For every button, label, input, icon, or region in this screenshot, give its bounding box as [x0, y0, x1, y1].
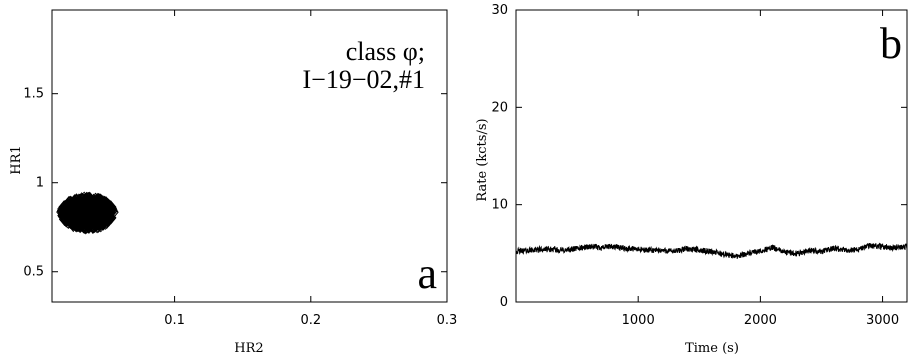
- panel-a-y-ticks: 0.5 1 1.5: [23, 87, 447, 280]
- scatter-point: [65, 205, 77, 219]
- scatter-point: [80, 212, 92, 226]
- scatter-point: [97, 201, 109, 215]
- scatter-point: [89, 216, 101, 230]
- y-tick-label: 0: [500, 295, 508, 310]
- y-tick-label: 0.5: [23, 265, 44, 280]
- panel-a-annotation-line-2: I−19−02,#1: [303, 65, 425, 94]
- panel-a-y-axis-label: HR1: [9, 145, 24, 174]
- scatter-point: [79, 215, 91, 229]
- x-tick-label: 0.1: [164, 313, 185, 328]
- scatter-point: [64, 214, 76, 228]
- panel-a-x-axis-label: HR2: [234, 341, 263, 356]
- scatter-point: [100, 211, 112, 225]
- scatter-point: [69, 199, 81, 213]
- panel-b: 1000 2000 3000 0 10 20 30 Time (s) Rate (kcts…: [475, 3, 908, 356]
- scatter-point: [71, 212, 83, 226]
- panel-a-points: [56, 191, 119, 235]
- scatter-point: [70, 217, 82, 232]
- panel-b-y-axis-label: Rate (kcts/s): [475, 118, 490, 201]
- panel-a-letter: a: [417, 249, 437, 298]
- scatter-point: [79, 218, 91, 232]
- scatter-point: [57, 204, 69, 219]
- x-tick-label: 3000: [866, 313, 899, 328]
- scatter-point: [93, 196, 105, 210]
- panel-a: 0.1 0.2 0.3 0.5 1 1.5 HR2 HR1 class φ; I−19−…: [9, 9, 457, 356]
- x-tick-label: 0.3: [437, 313, 458, 328]
- panel-b-x-axis-label: Time (s): [685, 341, 739, 356]
- panel-b-frame: [515, 9, 908, 303]
- x-tick-label: 0.2: [300, 313, 321, 328]
- y-tick-label: 30: [491, 3, 508, 18]
- panel-b-series-line: [515, 242, 908, 259]
- y-tick-label: 1.5: [23, 87, 44, 102]
- panel-a-annotation-line-1: class φ;: [346, 37, 425, 66]
- scatter-point: [92, 196, 104, 210]
- panel-b-letter: b: [880, 19, 902, 68]
- scatter-point: [103, 212, 115, 227]
- y-tick-label: 1: [36, 176, 44, 191]
- scatter-point: [61, 208, 73, 222]
- scatter-point: [67, 216, 79, 231]
- panel-b-y-ticks: 0 10 20 30: [491, 3, 907, 310]
- scatter-point: [94, 205, 106, 219]
- scatter-point: [83, 218, 95, 232]
- scatter-point: [78, 194, 90, 208]
- scatter-point: [77, 208, 89, 223]
- scatter-point: [83, 213, 95, 227]
- x-tick-label: 1000: [622, 313, 655, 328]
- scatter-point: [61, 199, 73, 213]
- scatter-point: [64, 214, 76, 228]
- scatter-point: [65, 196, 77, 211]
- y-tick-label: 20: [491, 100, 508, 115]
- x-tick-label: 2000: [744, 313, 777, 328]
- scatter-point: [66, 212, 78, 227]
- panel-b-x-ticks: 1000 2000 3000: [622, 10, 899, 328]
- panel-a-frame: [51, 9, 448, 303]
- panel-a-x-ticks: 0.1 0.2 0.3: [164, 10, 457, 328]
- y-tick-label: 10: [491, 198, 508, 213]
- scatter-point: [87, 220, 99, 234]
